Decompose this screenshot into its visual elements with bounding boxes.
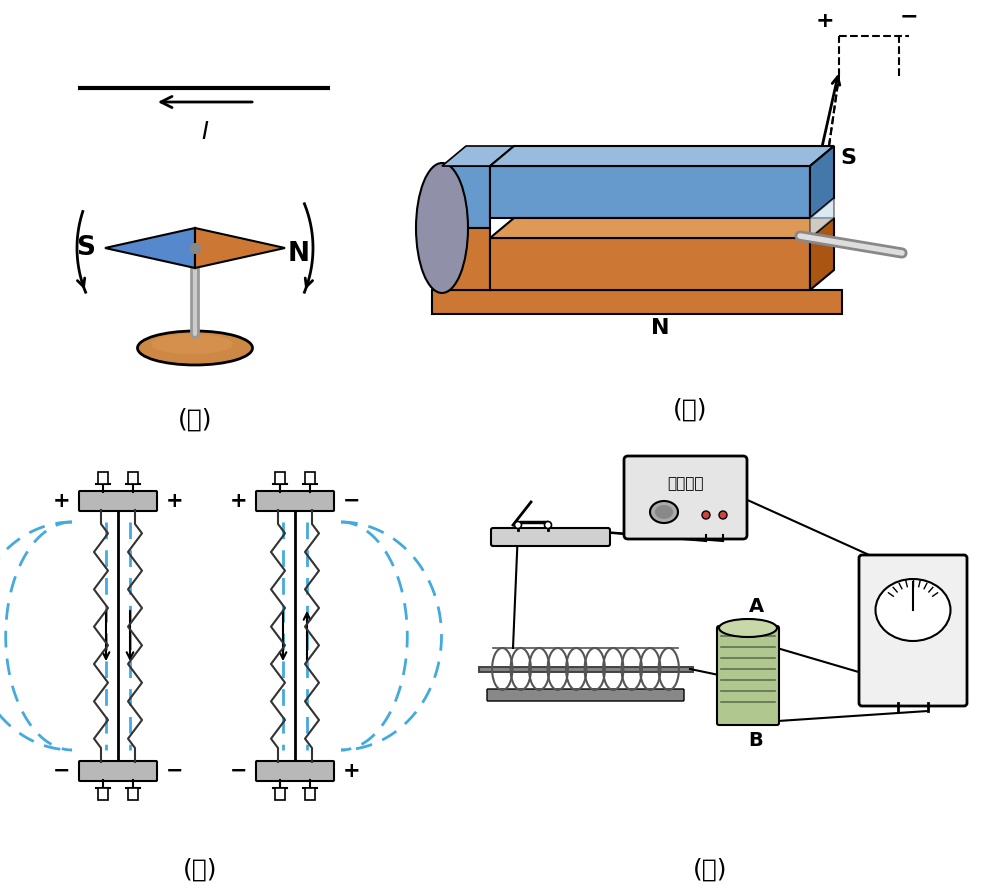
- FancyBboxPatch shape: [79, 491, 157, 511]
- Polygon shape: [195, 228, 285, 268]
- Text: +: +: [343, 761, 360, 781]
- FancyBboxPatch shape: [491, 528, 610, 546]
- FancyBboxPatch shape: [717, 626, 779, 725]
- Polygon shape: [490, 146, 834, 166]
- Ellipse shape: [702, 511, 710, 519]
- Text: −: −: [52, 761, 70, 781]
- FancyBboxPatch shape: [305, 788, 315, 800]
- Ellipse shape: [719, 619, 777, 637]
- Text: N: N: [288, 241, 310, 267]
- Text: +: +: [230, 491, 247, 511]
- Polygon shape: [105, 228, 195, 268]
- Ellipse shape: [719, 511, 727, 519]
- Text: +: +: [52, 491, 70, 511]
- Text: (甲): (甲): [178, 408, 212, 432]
- FancyBboxPatch shape: [256, 491, 334, 511]
- Text: +: +: [816, 11, 835, 31]
- FancyBboxPatch shape: [98, 788, 108, 800]
- FancyBboxPatch shape: [624, 456, 747, 539]
- FancyBboxPatch shape: [128, 472, 138, 484]
- FancyBboxPatch shape: [275, 788, 285, 800]
- Polygon shape: [810, 218, 834, 290]
- Text: A: A: [748, 597, 763, 616]
- Ellipse shape: [515, 522, 522, 529]
- FancyBboxPatch shape: [859, 555, 967, 706]
- FancyBboxPatch shape: [128, 788, 138, 800]
- Polygon shape: [490, 166, 810, 218]
- Text: (丙): (丙): [183, 858, 217, 882]
- Text: S: S: [76, 235, 95, 261]
- Ellipse shape: [544, 522, 551, 529]
- Polygon shape: [490, 238, 810, 290]
- Ellipse shape: [151, 334, 233, 354]
- FancyBboxPatch shape: [256, 761, 334, 781]
- Text: $I$: $I$: [201, 120, 209, 144]
- Text: −: −: [900, 6, 919, 26]
- Ellipse shape: [655, 505, 673, 519]
- Polygon shape: [810, 198, 834, 238]
- FancyBboxPatch shape: [305, 472, 315, 484]
- Polygon shape: [432, 290, 842, 314]
- FancyBboxPatch shape: [98, 472, 108, 484]
- Ellipse shape: [416, 163, 468, 293]
- Ellipse shape: [650, 501, 678, 523]
- Text: S: S: [840, 148, 856, 168]
- Text: +: +: [166, 491, 183, 511]
- Text: −: −: [230, 761, 247, 781]
- FancyBboxPatch shape: [275, 472, 285, 484]
- Polygon shape: [442, 146, 514, 166]
- Text: −: −: [166, 761, 183, 781]
- Text: C: C: [906, 566, 920, 585]
- Ellipse shape: [138, 331, 252, 365]
- Polygon shape: [442, 166, 490, 228]
- Text: B: B: [748, 731, 763, 750]
- Text: (丁): (丁): [693, 858, 728, 882]
- FancyBboxPatch shape: [487, 689, 684, 701]
- Text: N: N: [650, 318, 669, 338]
- Text: −: −: [343, 491, 360, 511]
- Text: (乙): (乙): [673, 398, 707, 422]
- Polygon shape: [810, 146, 834, 218]
- Text: 学生电源: 学生电源: [666, 476, 703, 491]
- FancyBboxPatch shape: [79, 761, 157, 781]
- Ellipse shape: [875, 579, 950, 641]
- Polygon shape: [442, 228, 490, 290]
- Polygon shape: [490, 218, 834, 238]
